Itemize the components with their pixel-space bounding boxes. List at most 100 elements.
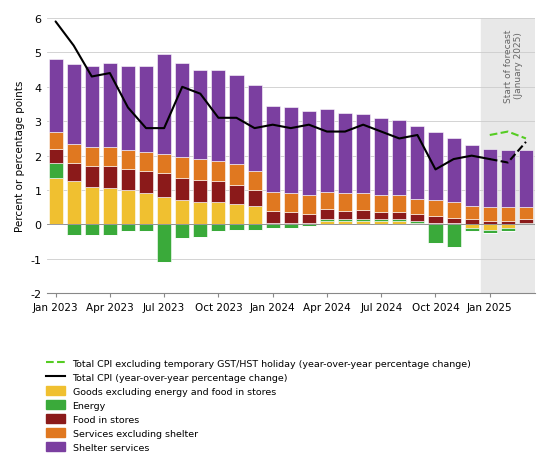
Bar xyxy=(85,187,99,225)
Bar xyxy=(266,223,280,225)
Bar xyxy=(302,225,316,227)
Bar xyxy=(193,71,207,160)
Bar xyxy=(193,180,207,202)
Bar xyxy=(338,220,352,222)
Bar xyxy=(284,108,298,194)
Bar xyxy=(175,201,189,225)
Bar xyxy=(67,225,81,235)
Bar xyxy=(157,155,171,173)
Bar xyxy=(67,66,81,144)
Bar xyxy=(481,19,535,293)
Bar xyxy=(266,106,280,192)
Bar xyxy=(103,225,117,235)
Bar xyxy=(121,170,135,191)
Bar xyxy=(284,223,298,225)
Bar xyxy=(447,223,461,225)
Bar xyxy=(139,194,153,225)
Bar xyxy=(175,158,189,179)
Bar xyxy=(428,201,443,217)
Bar xyxy=(519,220,533,223)
Bar xyxy=(392,213,406,220)
Bar xyxy=(85,225,99,235)
Bar xyxy=(356,114,370,193)
Bar xyxy=(320,192,334,209)
Bar xyxy=(465,220,478,225)
Bar xyxy=(501,228,515,232)
Bar xyxy=(447,218,461,223)
Bar xyxy=(428,223,443,225)
Bar xyxy=(229,76,244,165)
Bar xyxy=(392,196,406,213)
Bar xyxy=(211,225,226,232)
Bar xyxy=(338,222,352,225)
Bar xyxy=(121,67,135,151)
Bar xyxy=(320,110,334,192)
Bar xyxy=(465,146,478,206)
Bar xyxy=(501,222,515,225)
Bar xyxy=(121,151,135,170)
Bar xyxy=(483,225,497,230)
Bar xyxy=(67,182,81,225)
Bar xyxy=(211,182,226,202)
Bar xyxy=(266,211,280,223)
Bar xyxy=(392,220,406,222)
Bar xyxy=(447,139,461,202)
Bar xyxy=(519,208,533,220)
Bar xyxy=(193,160,207,180)
Bar xyxy=(48,149,63,163)
Bar xyxy=(284,225,298,228)
Bar xyxy=(392,120,406,196)
Bar xyxy=(483,149,497,208)
Bar xyxy=(103,189,117,225)
Bar xyxy=(410,199,425,215)
Bar xyxy=(410,223,425,225)
Bar xyxy=(374,220,388,222)
Bar xyxy=(447,225,461,248)
Bar xyxy=(320,222,334,225)
Bar xyxy=(229,204,244,225)
Bar xyxy=(302,223,316,225)
Bar xyxy=(175,64,189,158)
Bar xyxy=(356,211,370,219)
Bar xyxy=(175,179,189,201)
Bar xyxy=(103,148,117,167)
Bar xyxy=(139,225,153,232)
Bar xyxy=(338,194,352,211)
Bar xyxy=(48,179,63,225)
Bar xyxy=(302,111,316,196)
Bar xyxy=(447,202,461,218)
Bar xyxy=(519,151,533,208)
Bar xyxy=(211,202,226,225)
Bar xyxy=(85,148,99,167)
Bar xyxy=(392,222,406,225)
Bar xyxy=(248,206,262,225)
Y-axis label: Percent or percentage points: Percent or percentage points xyxy=(15,81,25,232)
Bar xyxy=(229,186,244,204)
Bar xyxy=(139,67,153,153)
Bar xyxy=(338,211,352,220)
Bar xyxy=(410,127,425,199)
Bar xyxy=(248,86,262,172)
Bar xyxy=(465,206,478,220)
Bar xyxy=(139,172,153,194)
Bar xyxy=(320,220,334,222)
Bar xyxy=(428,225,443,244)
Bar xyxy=(103,167,117,189)
Bar xyxy=(67,163,81,182)
Bar xyxy=(483,222,497,225)
Bar xyxy=(48,132,63,149)
Bar xyxy=(248,225,262,230)
Bar xyxy=(465,225,478,228)
Bar xyxy=(266,192,280,211)
Bar xyxy=(211,71,226,162)
Bar xyxy=(121,191,135,225)
Bar xyxy=(85,67,99,148)
Bar xyxy=(266,225,280,228)
Legend: Total CPI excluding temporary GST/HST holiday (year-over-year percentage change): Total CPI excluding temporary GST/HST ho… xyxy=(43,356,474,455)
Bar xyxy=(428,217,443,223)
Bar xyxy=(284,194,298,213)
Bar xyxy=(284,213,298,223)
Bar xyxy=(175,225,189,239)
Bar xyxy=(139,153,153,172)
Bar xyxy=(248,191,262,206)
